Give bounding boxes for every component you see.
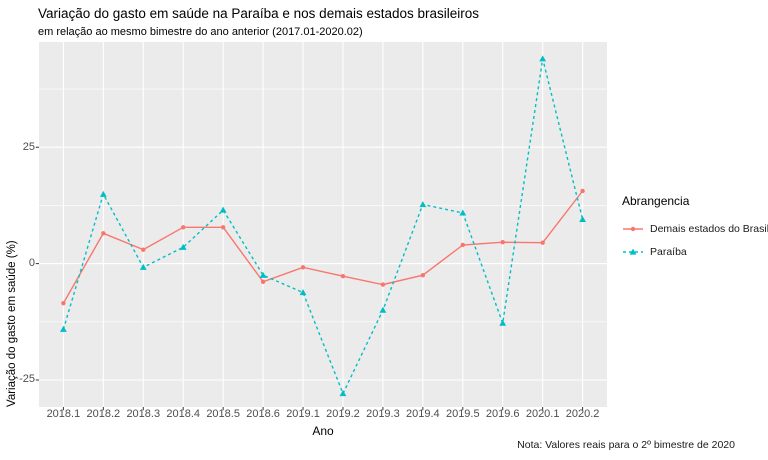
x-tick-label: 2019.3 xyxy=(366,408,400,420)
x-tick-label: 2019.6 xyxy=(485,408,520,420)
x-tick-label: 2020.2 xyxy=(565,408,600,420)
data-point-triangle xyxy=(299,289,307,296)
x-tick-label: 2018.2 xyxy=(86,408,121,420)
x-tick-label: 2019.4 xyxy=(406,408,440,420)
data-point-triangle xyxy=(179,243,187,250)
x-tick-label: 2019.2 xyxy=(326,408,360,420)
data-point-circle xyxy=(220,225,226,230)
legend-items: Demais estados do Brasil Paraíba xyxy=(622,217,768,263)
x-tick-label: 2019.1 xyxy=(286,408,320,420)
legend-item-label: Paraíba xyxy=(650,245,687,258)
data-point-circle xyxy=(420,273,426,278)
data-point-triangle xyxy=(219,206,227,213)
data-point-circle xyxy=(460,242,465,248)
legend-item: Paraíba xyxy=(622,240,768,263)
x-tick-label: 2018.6 xyxy=(246,408,280,420)
data-point-triangle xyxy=(419,201,427,208)
y-tick-label: 25 xyxy=(22,140,35,153)
x-tick-label: 2018.4 xyxy=(166,408,201,420)
series-line xyxy=(62,58,584,396)
y-tick-label: -25 xyxy=(19,373,35,386)
x-tick-label: 2018.1 xyxy=(46,408,81,420)
data-point-triangle xyxy=(379,306,387,313)
data-point-circle xyxy=(340,273,346,279)
chart-subtitle: em relação ao mesmo bimestre do ano ante… xyxy=(38,26,363,38)
series-line xyxy=(62,190,584,304)
legend-item-label: Demais estados do Brasil xyxy=(650,222,768,235)
legend: Abrangencia Demais estados do Brasil Para… xyxy=(622,194,768,263)
data-point-triangle xyxy=(539,55,547,62)
data-point-triangle xyxy=(579,215,586,222)
data-point-circle xyxy=(300,265,306,270)
data-point-circle xyxy=(580,188,585,194)
data-point-triangle xyxy=(99,190,107,197)
x-axis-title: Ano xyxy=(312,424,334,438)
legend-key-line-triangle-icon xyxy=(623,248,643,255)
panel-background xyxy=(39,42,607,407)
legend-item: Demais estados do Brasil xyxy=(622,217,768,240)
x-tick-label: 2019.5 xyxy=(445,408,480,420)
data-point-circle xyxy=(500,239,505,245)
data-point-triangle xyxy=(60,325,67,332)
data-point-circle xyxy=(540,240,545,245)
data-point-triangle xyxy=(339,390,347,397)
data-point-circle xyxy=(61,300,66,306)
data-point-circle xyxy=(141,247,146,252)
x-tick-label: 2018.3 xyxy=(126,408,161,420)
x-tick-label: 2020.1 xyxy=(525,408,560,420)
y-axis-title: Variação do gasto em saúde (%) xyxy=(6,240,18,407)
data-point-triangle xyxy=(139,263,147,270)
y-tick-label: 0 xyxy=(28,257,35,270)
data-point-triangle xyxy=(499,319,507,326)
data-point-circle xyxy=(101,231,106,236)
chart-caption: Nota: Valores reais para o 2º bimestre d… xyxy=(517,439,735,451)
legend-key-line-circle-icon xyxy=(623,226,643,231)
chart-title: Variação do gasto em saúde na Paraíba e … xyxy=(38,6,480,21)
data-point-circle xyxy=(181,225,186,230)
data-point-circle xyxy=(260,279,266,284)
data-point-triangle xyxy=(259,271,267,278)
data-point-circle xyxy=(380,282,386,287)
x-tick-label: 2018.5 xyxy=(206,408,240,420)
legend-title: Abrangencia xyxy=(622,194,690,208)
data-point-triangle xyxy=(459,209,467,216)
